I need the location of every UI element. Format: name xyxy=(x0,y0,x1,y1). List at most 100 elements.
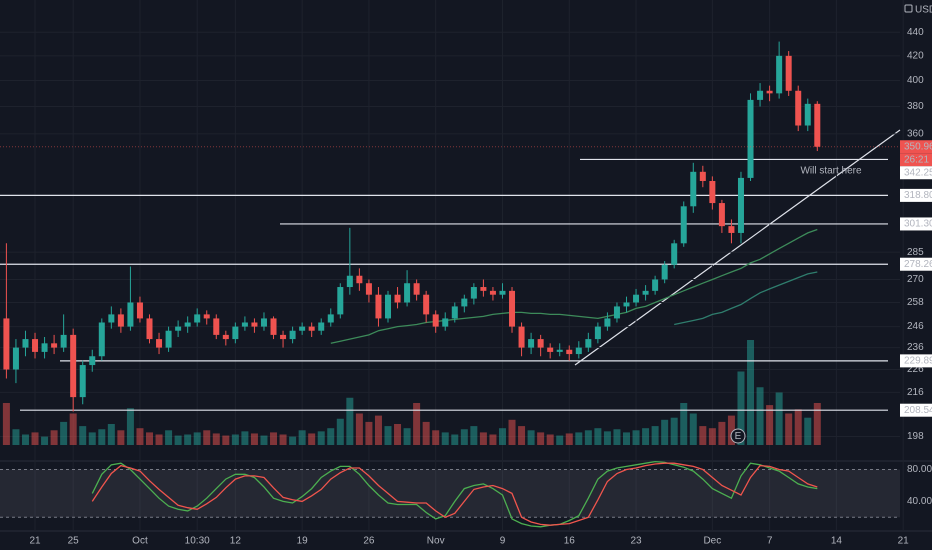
volume-bar xyxy=(41,436,49,445)
candle-body xyxy=(375,294,382,319)
volume-bar xyxy=(813,403,821,445)
volume-bar xyxy=(222,435,230,445)
candle-body xyxy=(251,322,258,327)
candle-body xyxy=(451,306,458,319)
candle-body xyxy=(423,294,430,315)
candle-body xyxy=(318,322,325,331)
volume-bar xyxy=(680,403,688,445)
volume-bar xyxy=(2,403,10,445)
y-tick-label: 198 xyxy=(907,431,924,442)
volume-bar xyxy=(327,428,335,445)
candle-body xyxy=(280,334,287,340)
candle-body xyxy=(633,294,640,303)
volume-bar xyxy=(308,433,316,445)
candle-body xyxy=(528,339,535,348)
candle-body xyxy=(385,294,391,319)
level-label-box xyxy=(900,188,932,202)
candle-body xyxy=(432,314,439,327)
volume-bar xyxy=(146,432,153,445)
volume-bar xyxy=(136,428,144,445)
volume-bar xyxy=(422,421,430,445)
candle-body xyxy=(270,318,277,335)
volume-bar xyxy=(498,428,506,445)
stoch-line xyxy=(91,462,818,526)
volume-bar xyxy=(184,434,192,445)
level-label-box xyxy=(900,257,932,271)
level-label: 301.30 xyxy=(904,219,932,230)
candle-body xyxy=(51,343,58,348)
candle-body xyxy=(680,206,687,244)
volume-bar xyxy=(203,430,211,445)
volume-bar xyxy=(613,429,621,445)
stoch-tick-label: 40.00 xyxy=(907,496,932,507)
candle-body xyxy=(442,318,449,327)
stoch-band xyxy=(0,469,900,518)
candle-body xyxy=(299,326,306,331)
level-label-box xyxy=(900,354,932,368)
x-tick-label: 16 xyxy=(564,536,576,547)
stoch-tick-label: 80.00 xyxy=(907,464,932,475)
volume-bar xyxy=(98,429,106,445)
candle-body xyxy=(480,287,487,291)
earnings-icon xyxy=(730,428,746,444)
candle-body xyxy=(117,314,124,327)
candle-body xyxy=(12,347,19,370)
volume-bar xyxy=(212,433,220,445)
lock-icon[interactable] xyxy=(904,4,913,13)
candle-body xyxy=(241,322,248,327)
volume-bar xyxy=(60,421,68,445)
volume-bar xyxy=(508,419,516,445)
volume-bar xyxy=(441,432,449,445)
volume-bar xyxy=(88,432,96,445)
candle-body xyxy=(146,318,153,340)
candle-body xyxy=(22,339,29,348)
candle-body xyxy=(394,294,401,303)
candle-body xyxy=(346,275,353,288)
candle-body xyxy=(127,302,134,327)
candle-body xyxy=(175,326,182,331)
candle-body xyxy=(3,318,10,370)
volume-bar xyxy=(727,415,735,445)
volume-bar xyxy=(527,430,535,445)
volume-bar xyxy=(31,432,39,445)
candle-body xyxy=(690,171,697,207)
volume-bar xyxy=(699,426,707,445)
x-tick-label: 19 xyxy=(297,536,309,547)
candle-body xyxy=(556,349,563,352)
volume-bar xyxy=(470,426,478,445)
candle-body xyxy=(41,343,48,352)
candle-body xyxy=(337,287,344,315)
volume-bar xyxy=(79,426,87,445)
candle-body xyxy=(804,103,811,126)
y-tick-label: 216 xyxy=(907,387,924,398)
candle-body xyxy=(365,283,372,295)
y-tick-label: 360 xyxy=(907,129,924,140)
candle-body xyxy=(737,177,744,233)
volume-bar xyxy=(413,403,421,445)
volume-bar xyxy=(107,424,115,445)
volume-bar xyxy=(594,428,602,445)
volume-bar xyxy=(451,434,459,445)
moving-average xyxy=(330,228,818,344)
candle-body xyxy=(327,314,334,323)
y-tick-label: 236 xyxy=(907,342,924,353)
candle-body xyxy=(308,326,315,331)
candle-body xyxy=(566,349,573,355)
candle-body xyxy=(537,339,544,348)
candle-body xyxy=(356,275,363,284)
volume-bar xyxy=(155,434,163,445)
volume-bar xyxy=(384,426,392,445)
candle-body xyxy=(728,226,735,233)
volume-bar xyxy=(231,434,239,445)
x-tick-label: Nov xyxy=(427,536,445,547)
level-label-box xyxy=(900,217,932,231)
candle-body xyxy=(136,302,143,319)
volume-bar xyxy=(289,436,297,445)
y-tick-label: 246 xyxy=(907,321,924,332)
x-tick-label: 7 xyxy=(767,536,773,547)
volume-bar xyxy=(670,417,678,445)
x-tick-label: 21 xyxy=(898,536,910,547)
volume-bar xyxy=(117,430,125,445)
